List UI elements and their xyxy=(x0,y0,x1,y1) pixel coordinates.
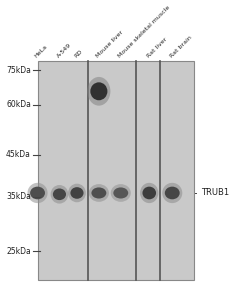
Text: RD: RD xyxy=(73,48,84,58)
Ellipse shape xyxy=(70,187,84,199)
Text: 25kDa: 25kDa xyxy=(6,247,31,256)
Ellipse shape xyxy=(27,183,48,203)
Ellipse shape xyxy=(90,82,107,100)
Text: Mouse skeletal muscle: Mouse skeletal muscle xyxy=(117,4,171,58)
Text: 60kDa: 60kDa xyxy=(6,100,31,109)
Ellipse shape xyxy=(87,77,110,106)
Ellipse shape xyxy=(111,184,131,202)
Text: A-549: A-549 xyxy=(56,42,72,58)
Ellipse shape xyxy=(113,188,128,199)
Ellipse shape xyxy=(53,188,66,200)
Ellipse shape xyxy=(51,185,68,204)
Text: 45kDa: 45kDa xyxy=(6,150,31,159)
Text: HeLa: HeLa xyxy=(34,44,49,58)
Ellipse shape xyxy=(165,187,180,199)
Ellipse shape xyxy=(140,183,158,203)
Ellipse shape xyxy=(143,187,156,199)
Text: TRUB1: TRUB1 xyxy=(201,188,229,197)
Text: 75kDa: 75kDa xyxy=(6,66,31,75)
Text: Rat brain: Rat brain xyxy=(169,34,193,58)
Ellipse shape xyxy=(68,184,86,202)
Ellipse shape xyxy=(162,183,182,203)
Bar xyxy=(37,61,194,280)
Ellipse shape xyxy=(91,188,106,199)
Ellipse shape xyxy=(30,187,45,199)
Text: 35kDa: 35kDa xyxy=(6,192,31,201)
Text: Rat liver: Rat liver xyxy=(146,36,168,58)
Ellipse shape xyxy=(89,184,109,202)
Text: Mouse liver: Mouse liver xyxy=(95,29,124,58)
